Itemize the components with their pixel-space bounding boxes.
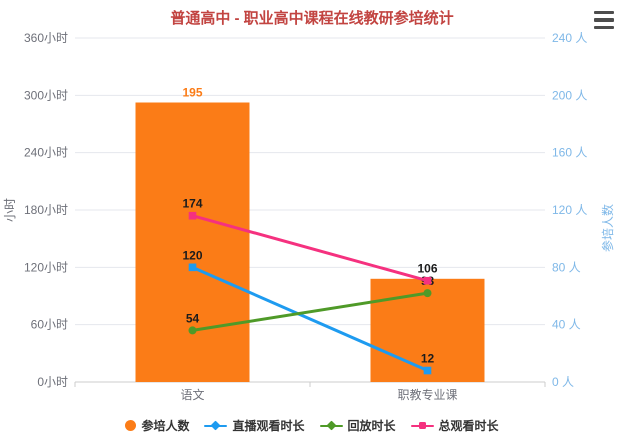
- legend-item-live-watch-duration[interactable]: 直播观看时长: [204, 417, 305, 434]
- point-live-watch-duration[interactable]: [423, 366, 432, 375]
- point-total-watch-duration[interactable]: [188, 211, 197, 220]
- bar-participants[interactable]: [135, 102, 250, 383]
- hamburger-bar: [594, 25, 614, 29]
- y-axis-right-tick-label: 0 人: [552, 375, 574, 389]
- chart-legend: 参培人数 直播观看时长 回放时长 总观看时长: [0, 417, 624, 434]
- y-axis-left-name: 小时: [3, 198, 17, 222]
- legend-label: 总观看时长: [438, 419, 499, 433]
- point-value-label: 54: [186, 311, 200, 325]
- y-axis-left-tick-label: 360小时: [24, 31, 68, 45]
- legend-label: 回放时长: [347, 419, 396, 433]
- bar-value-label: 195: [182, 86, 202, 100]
- legend-marker-participants: [125, 420, 137, 431]
- line-replay-duration: [191, 291, 429, 332]
- y-axis-left-tick-label: 180小时: [24, 203, 68, 217]
- hamburger-menu-icon[interactable]: [594, 11, 614, 29]
- legend-item-participants[interactable]: 参培人数: [125, 417, 189, 434]
- y-axis-right-tick-label: 120 人: [552, 203, 587, 217]
- point-value-label: 106: [417, 262, 437, 276]
- y-axis-right-tick-label: 40 人: [552, 318, 581, 332]
- line-live-watch-duration: [191, 265, 429, 373]
- point-replay-duration[interactable]: [423, 289, 432, 298]
- line-total-watch-duration: [191, 214, 429, 283]
- y-axis-left-tick-label: 120小时: [24, 260, 68, 274]
- y-axis-right-name: 参培人数: [600, 204, 615, 252]
- x-axis-category-label: 语文: [180, 387, 204, 402]
- legend-marker-total-watch-duration: [410, 420, 434, 431]
- legend-label: 参培人数: [141, 419, 190, 433]
- point-value-label: 120: [182, 248, 202, 262]
- y-axis-left-tick-label: 60小时: [31, 318, 68, 332]
- y-axis-right-tick-label: 80 人: [552, 260, 581, 274]
- point-value-label: 174: [182, 197, 202, 211]
- legend-marker-replay-duration: [319, 420, 343, 431]
- legend-item-replay-duration[interactable]: 回放时长: [319, 417, 396, 434]
- x-axis-category-label: 职教专业课: [397, 387, 457, 402]
- y-axis-left-tick-label: 0小时: [37, 375, 68, 389]
- y-axis-left-tick-label: 300小时: [24, 88, 68, 102]
- legend-marker-live-watch-duration: [204, 420, 228, 431]
- chart-title: 普通高中 - 职业高中课程在线教研参培统计: [170, 10, 454, 27]
- point-live-watch-duration[interactable]: [188, 263, 197, 272]
- point-value-label: 12: [421, 352, 435, 366]
- y-axis-right-tick-label: 160 人: [552, 146, 587, 160]
- hamburger-bar: [594, 11, 614, 15]
- hamburger-bar: [594, 18, 614, 22]
- point-total-watch-duration[interactable]: [423, 276, 432, 285]
- legend-item-total-watch-duration[interactable]: 总观看时长: [410, 417, 499, 434]
- y-axis-right-tick-label: 240 人: [552, 31, 587, 45]
- legend-label: 直播观看时长: [232, 419, 305, 433]
- y-axis-right-tick-label: 200 人: [552, 88, 587, 102]
- y-axis-left-tick-label: 240小时: [24, 146, 68, 160]
- point-replay-duration[interactable]: [188, 326, 197, 335]
